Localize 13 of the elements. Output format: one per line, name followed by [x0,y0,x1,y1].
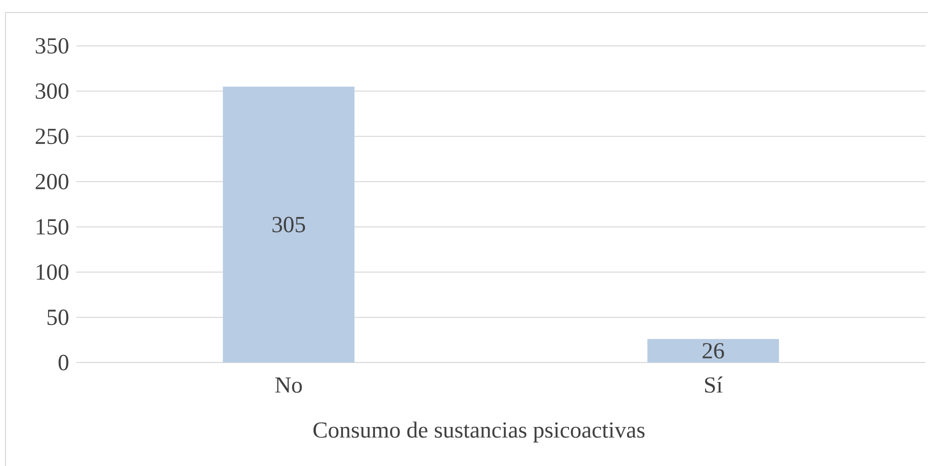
data-label: 305 [272,216,306,232]
y-tick-label: 150 [36,219,68,235]
y-tick-label: 0 [58,354,68,370]
y-tick-label: 50 [48,310,68,326]
x-axis-title: Consumo de sustancias psicoactivas [313,422,645,442]
y-tick-label: 100 [36,264,68,280]
x-tick-label: No [275,377,302,393]
x-tick-label: Sí [705,376,723,393]
y-tick-label: 300 [36,83,68,99]
data-label: 26 [702,343,724,359]
y-tick-label: 350 [36,38,68,54]
y-tick-label: 200 [36,174,68,190]
y-tick-label: 250 [36,128,68,144]
